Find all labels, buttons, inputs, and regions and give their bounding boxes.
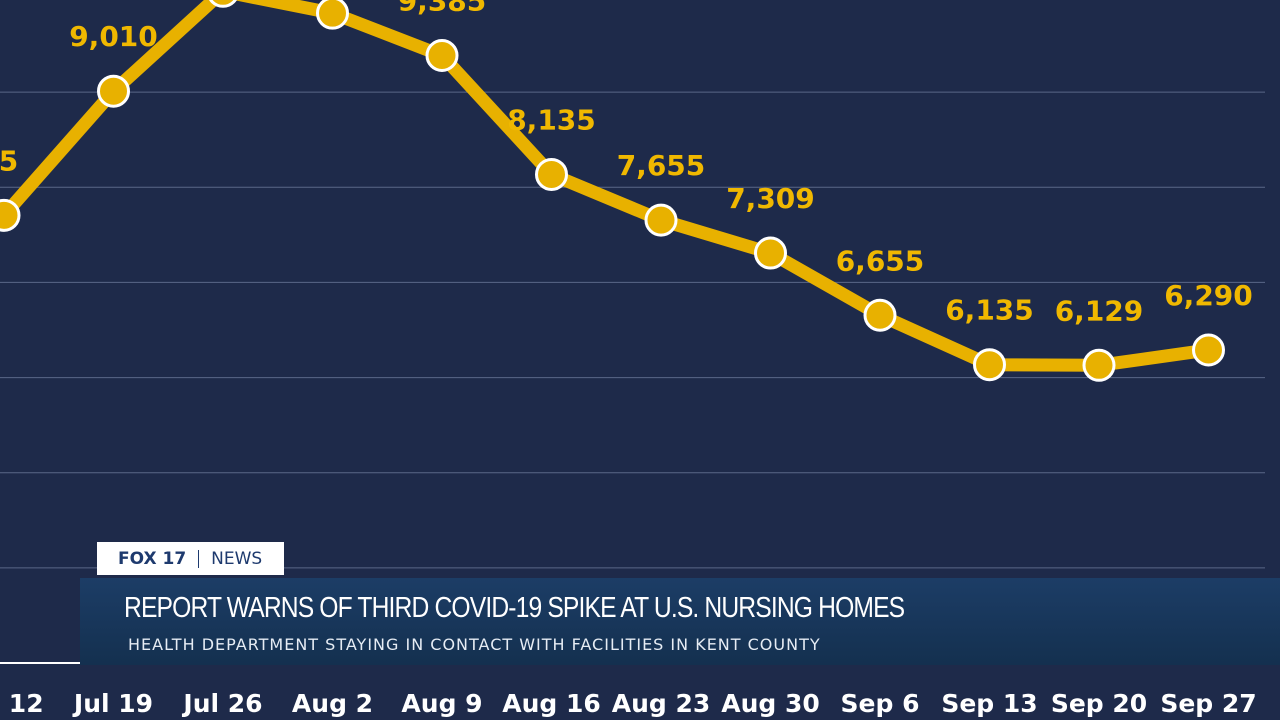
marker [1082, 348, 1116, 382]
headline: REPORT WARNS OF THIRD COVID-19 SPIKE AT … [124, 592, 905, 624]
x-tick-label: Sep 6 [841, 689, 920, 718]
marker [973, 348, 1006, 382]
x-tick-label: Aug 16 [502, 689, 601, 718]
value-label: 8,135 [507, 103, 596, 136]
brand: FOX 17 [118, 548, 187, 569]
x-tick-label: Jul 12 [0, 689, 44, 718]
x-tick-label: Aug 30 [721, 689, 820, 718]
x-tick-label: Aug 9 [401, 689, 482, 718]
line [0, 0, 1210, 372]
marker [0, 198, 21, 232]
marker [1192, 333, 1225, 367]
value-label: 7,655 [617, 149, 706, 182]
value-label: 7,309 [726, 182, 815, 215]
divider [198, 549, 200, 568]
x-tick-label: Sep 13 [941, 689, 1037, 718]
value-label: 9,010 [69, 20, 158, 53]
value-label: 6,655 [836, 244, 925, 277]
marker [754, 236, 787, 270]
x-tick-label: Aug 2 [292, 689, 373, 718]
subheadline: HEALTH DEPARTMENT STAYING IN CONTACT WIT… [128, 635, 821, 654]
value-label: 9,385 [398, 0, 487, 18]
marker [97, 74, 130, 108]
marker [644, 203, 678, 237]
x-tick-label: Sep 27 [1160, 689, 1256, 718]
x-tick-label: Sep 20 [1051, 689, 1147, 718]
x-tick-label: Jul 19 [72, 689, 153, 718]
marker [863, 298, 897, 332]
value-label: 6,135 [945, 294, 1034, 327]
marker [316, 0, 349, 30]
channel-bug: FOX 17 NEWS [97, 542, 284, 575]
marker [425, 39, 459, 73]
value-label: 7,705 [0, 144, 18, 177]
marker [535, 157, 568, 191]
x-tick-label: Jul 26 [181, 689, 262, 718]
lower-third: REPORT WARNS OF THIRD COVID-19 SPIKE AT … [80, 578, 1280, 665]
value-label: 6,129 [1055, 294, 1144, 327]
marker [208, 0, 238, 8]
section: NEWS [211, 548, 263, 569]
x-tick-label: Aug 23 [612, 689, 711, 718]
value-label: 6,290 [1164, 279, 1253, 312]
